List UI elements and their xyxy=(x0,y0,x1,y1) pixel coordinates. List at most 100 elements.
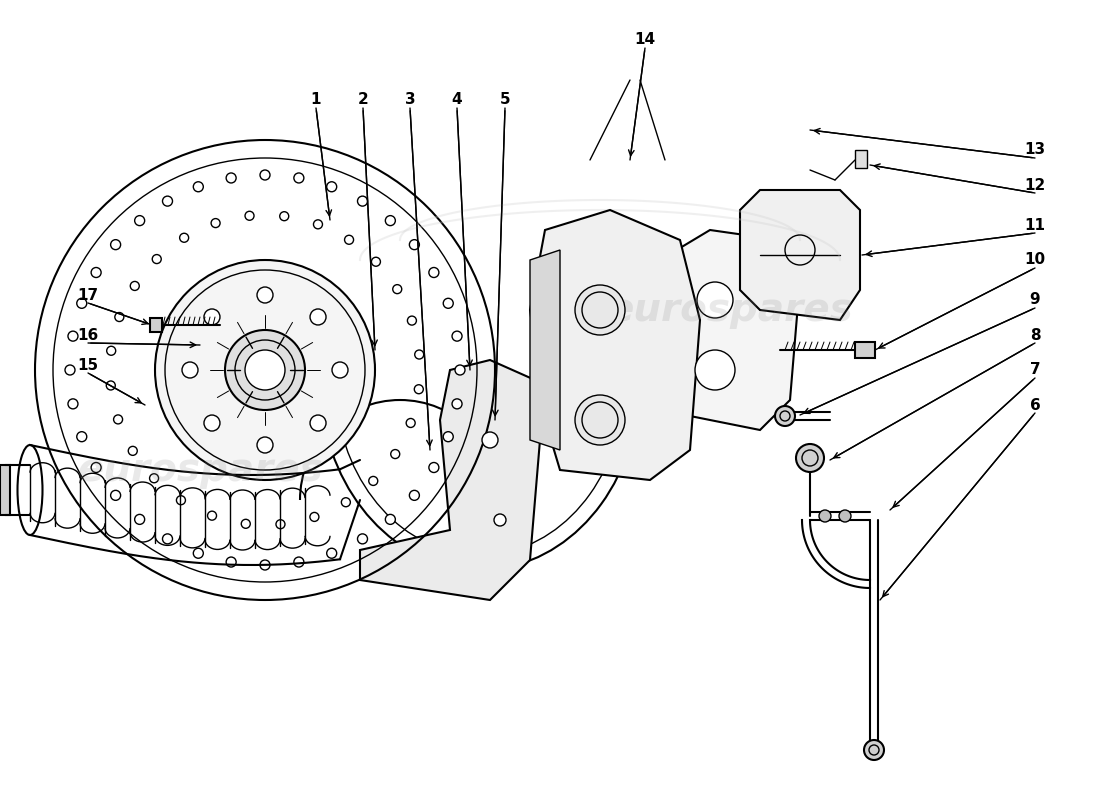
Circle shape xyxy=(257,287,273,303)
Circle shape xyxy=(134,216,145,226)
Circle shape xyxy=(358,196,367,206)
Circle shape xyxy=(695,350,735,390)
Circle shape xyxy=(204,309,220,325)
Circle shape xyxy=(697,282,733,318)
Circle shape xyxy=(455,365,465,375)
Circle shape xyxy=(77,432,87,442)
Circle shape xyxy=(134,514,145,524)
Circle shape xyxy=(327,548,337,558)
Text: 16: 16 xyxy=(77,327,99,342)
Circle shape xyxy=(276,520,285,529)
Bar xyxy=(0,465,10,515)
Text: 9: 9 xyxy=(1030,293,1041,307)
Circle shape xyxy=(152,254,162,263)
Circle shape xyxy=(150,474,158,482)
Circle shape xyxy=(368,477,377,486)
Circle shape xyxy=(211,218,220,227)
Text: eurospares: eurospares xyxy=(77,451,323,489)
Polygon shape xyxy=(530,210,700,480)
Text: 1: 1 xyxy=(310,93,321,107)
Polygon shape xyxy=(740,190,860,320)
Circle shape xyxy=(176,496,186,505)
Circle shape xyxy=(452,399,462,409)
Circle shape xyxy=(429,267,439,278)
Circle shape xyxy=(68,331,78,341)
Circle shape xyxy=(279,212,288,221)
Circle shape xyxy=(114,313,124,322)
Circle shape xyxy=(385,216,395,226)
Circle shape xyxy=(429,462,439,473)
Circle shape xyxy=(482,432,498,448)
Circle shape xyxy=(257,437,273,453)
Circle shape xyxy=(77,298,87,308)
Text: 11: 11 xyxy=(1024,218,1045,233)
Circle shape xyxy=(864,740,884,760)
Polygon shape xyxy=(530,250,560,450)
Circle shape xyxy=(130,282,140,290)
Text: 3: 3 xyxy=(405,93,416,107)
Circle shape xyxy=(227,173,236,183)
Circle shape xyxy=(107,381,116,390)
Circle shape xyxy=(452,331,462,341)
Text: 10: 10 xyxy=(1024,253,1046,267)
Circle shape xyxy=(241,519,251,528)
Circle shape xyxy=(155,260,375,480)
Bar xyxy=(150,318,162,332)
Bar xyxy=(855,150,867,168)
Circle shape xyxy=(310,415,326,431)
Circle shape xyxy=(409,490,419,500)
Circle shape xyxy=(407,316,417,325)
Circle shape xyxy=(443,298,453,308)
Circle shape xyxy=(796,444,824,472)
Circle shape xyxy=(245,350,285,390)
Circle shape xyxy=(260,560,270,570)
Circle shape xyxy=(227,557,236,567)
Circle shape xyxy=(327,182,337,192)
Circle shape xyxy=(310,309,326,325)
Circle shape xyxy=(113,415,122,424)
Circle shape xyxy=(91,462,101,473)
Circle shape xyxy=(443,432,453,442)
Text: 4: 4 xyxy=(452,93,462,107)
Circle shape xyxy=(314,220,322,229)
Circle shape xyxy=(310,513,319,522)
Circle shape xyxy=(111,240,121,250)
Circle shape xyxy=(372,258,381,266)
Text: eurospares: eurospares xyxy=(607,291,852,329)
Circle shape xyxy=(332,362,348,378)
Text: 12: 12 xyxy=(1024,178,1046,193)
Text: 13: 13 xyxy=(1024,142,1046,158)
Text: 7: 7 xyxy=(1030,362,1041,378)
Circle shape xyxy=(358,534,367,544)
Circle shape xyxy=(163,534,173,544)
Circle shape xyxy=(415,385,424,394)
Text: 6: 6 xyxy=(1030,398,1041,413)
Circle shape xyxy=(494,514,506,526)
Text: 15: 15 xyxy=(77,358,99,373)
Circle shape xyxy=(204,415,220,431)
Circle shape xyxy=(409,240,419,250)
Circle shape xyxy=(393,285,402,294)
Circle shape xyxy=(68,399,78,409)
Circle shape xyxy=(839,510,851,522)
Circle shape xyxy=(65,365,75,375)
Circle shape xyxy=(390,450,399,458)
Circle shape xyxy=(820,510,830,522)
Circle shape xyxy=(91,267,101,278)
Circle shape xyxy=(111,490,121,500)
Circle shape xyxy=(385,514,395,524)
Polygon shape xyxy=(650,230,800,430)
Bar xyxy=(855,342,875,358)
Circle shape xyxy=(163,196,173,206)
Text: 14: 14 xyxy=(635,33,656,47)
Text: 8: 8 xyxy=(1030,327,1041,342)
Circle shape xyxy=(245,211,254,220)
Circle shape xyxy=(107,346,116,355)
Circle shape xyxy=(406,418,415,427)
Circle shape xyxy=(341,498,351,506)
Circle shape xyxy=(129,446,138,455)
Circle shape xyxy=(194,548,204,558)
Circle shape xyxy=(575,395,625,445)
Circle shape xyxy=(226,330,305,410)
Polygon shape xyxy=(360,360,540,600)
